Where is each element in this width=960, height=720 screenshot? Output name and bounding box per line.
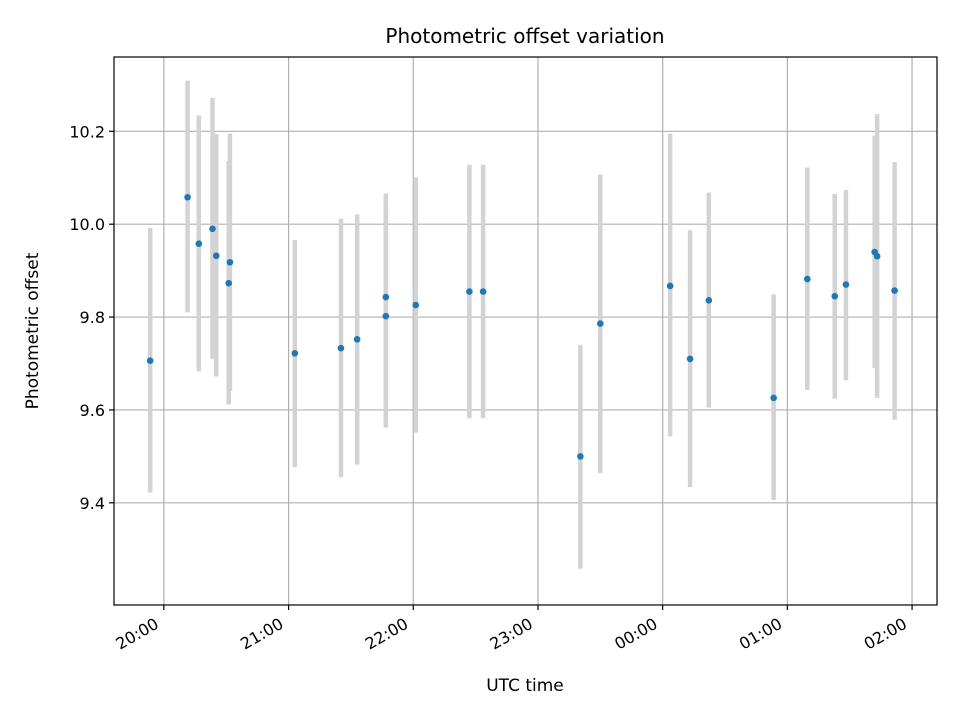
y-axis-label: Photometric offset <box>23 252 43 409</box>
data-point <box>770 394 777 402</box>
data-point <box>891 287 898 294</box>
plot-frame <box>113 56 938 606</box>
data-point <box>842 281 850 288</box>
data-point <box>212 252 220 260</box>
data-point <box>353 336 361 343</box>
data-point <box>804 275 811 283</box>
data-point <box>466 288 473 295</box>
data-point <box>184 193 191 201</box>
data-point <box>195 240 203 247</box>
data-point <box>831 292 839 300</box>
y-tick-label: 9.4 <box>80 494 105 513</box>
data-point <box>225 279 233 287</box>
chart-title: Photometric offset variation <box>385 24 664 48</box>
data-point <box>873 252 881 260</box>
data-point <box>412 301 420 309</box>
data-point <box>666 282 674 290</box>
y-tick-label: 9.8 <box>80 308 105 327</box>
y-tick-label: 9.6 <box>80 401 105 420</box>
data-point <box>479 288 487 295</box>
data-point <box>577 453 584 460</box>
data-point <box>337 344 345 352</box>
y-tick-label: 10.0 <box>69 215 105 234</box>
data-point <box>382 312 390 320</box>
data-point <box>209 225 216 233</box>
data-point <box>226 258 234 266</box>
y-axis-ticks: 9.4 9.6 9.8 10.0 10.2 <box>69 122 114 513</box>
data-point <box>686 355 694 363</box>
y-tick-label: 10.2 <box>69 122 105 141</box>
data-markers <box>146 193 898 460</box>
x-axis-label: UTC time <box>486 676 564 696</box>
grid <box>114 57 937 605</box>
data-point <box>146 357 154 365</box>
data-point <box>597 320 604 327</box>
data-point <box>705 297 713 304</box>
data-point <box>291 349 299 357</box>
data-point <box>382 293 390 301</box>
